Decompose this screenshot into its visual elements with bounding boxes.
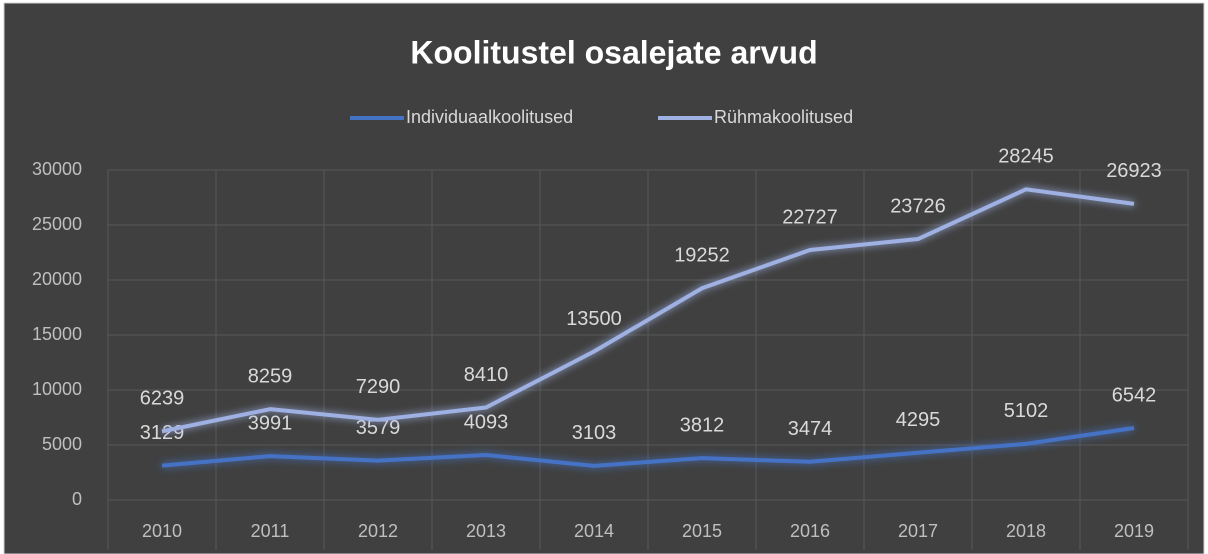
legend-label: Individuaalkoolitused [406, 107, 573, 127]
y-tick-label: 5000 [42, 434, 82, 454]
data-label: 5102 [1004, 400, 1049, 422]
data-label: 4295 [896, 409, 941, 431]
y-tick-label: 25000 [32, 214, 82, 234]
data-label: 3129 [140, 422, 185, 444]
x-tick-label: 2011 [251, 521, 290, 541]
y-tick-label: 20000 [32, 269, 82, 289]
series-line [161, 426, 1135, 468]
y-tick-label: 0 [72, 489, 82, 509]
chart-background [3, 2, 1205, 554]
data-label: 3579 [356, 417, 401, 439]
x-tick-label: 2013 [466, 521, 506, 541]
data-label: 4093 [464, 411, 509, 433]
data-label: 3474 [788, 418, 833, 440]
chart-title: Koolitustel osalejate arvud [410, 34, 817, 70]
data-label: 13500 [566, 308, 622, 330]
data-label: 22727 [782, 206, 838, 228]
x-tick-label: 2010 [142, 521, 182, 541]
x-tick-label: 2018 [1006, 521, 1046, 541]
y-tick-label: 10000 [32, 379, 82, 399]
x-tick-label: 2014 [574, 521, 614, 541]
data-label: 6542 [1112, 384, 1157, 406]
data-label: 19252 [674, 245, 730, 267]
y-tick-label: 30000 [32, 159, 82, 179]
x-tick-label: 2019 [1114, 521, 1154, 541]
legend-label: Rühmakoolitused [714, 107, 853, 127]
data-label: 3991 [248, 412, 293, 434]
x-tick-label: 2017 [898, 521, 938, 541]
data-label: 8410 [464, 364, 509, 386]
data-label: 6239 [140, 388, 185, 410]
data-label: 3812 [680, 414, 725, 436]
x-tick-label: 2016 [790, 521, 830, 541]
y-tick-label: 15000 [32, 324, 82, 344]
data-label: 7290 [356, 376, 401, 398]
data-label: 3103 [572, 422, 617, 444]
data-label: 23726 [890, 195, 946, 217]
data-label: 8259 [248, 365, 293, 387]
x-tick-label: 2012 [358, 521, 398, 541]
series-line [161, 187, 1135, 434]
data-label: 26923 [1106, 160, 1162, 182]
x-tick-label: 2015 [682, 521, 722, 541]
data-label: 28245 [998, 146, 1054, 168]
